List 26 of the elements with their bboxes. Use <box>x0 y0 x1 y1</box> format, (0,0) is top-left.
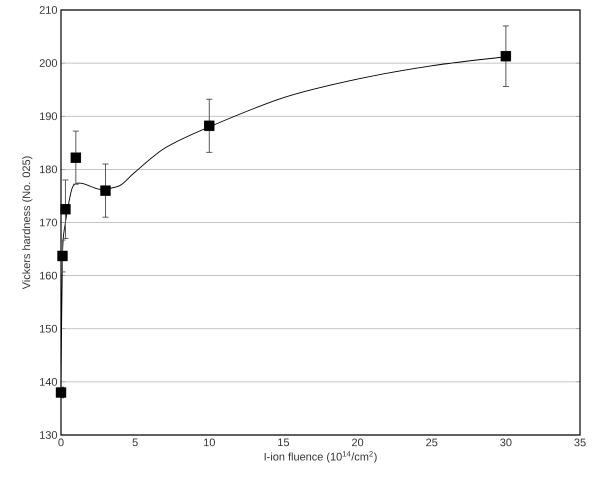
x-tick-label: 15 <box>278 438 290 446</box>
y-tick-label: 190 <box>40 112 58 120</box>
point <box>60 204 71 214</box>
point <box>204 120 214 132</box>
y-tick-label: 170 <box>40 218 58 226</box>
x-tick-label: 30 <box>500 438 512 446</box>
x-axis-title: I-ion fluence (10$^{14}$/cm$^{2}$) <box>264 451 377 463</box>
x-tick-label: 25 <box>426 438 438 446</box>
x-tick-label: 35 <box>574 438 586 446</box>
point <box>57 250 68 262</box>
y-tick-label: 210 <box>40 6 58 14</box>
x-tick-label: 20 <box>352 438 364 446</box>
y-tick-label: 200 <box>40 59 58 68</box>
y-tick-label: 140 <box>40 378 58 386</box>
y-tick-label: 150 <box>40 324 58 333</box>
y-tick-label: 130 <box>40 431 58 439</box>
y-tick-label: 160 <box>40 272 58 280</box>
point <box>500 51 512 62</box>
y-tick-label: 180 <box>40 166 58 174</box>
point <box>70 152 82 163</box>
x-tick-label: 0 <box>58 438 64 446</box>
point <box>56 387 66 398</box>
x-tick-label: 10 <box>204 438 215 446</box>
x-tick-label: 5 <box>132 438 138 446</box>
point <box>100 185 111 196</box>
y-axis-title: Vickers hardness (No. 025) <box>22 156 32 290</box>
